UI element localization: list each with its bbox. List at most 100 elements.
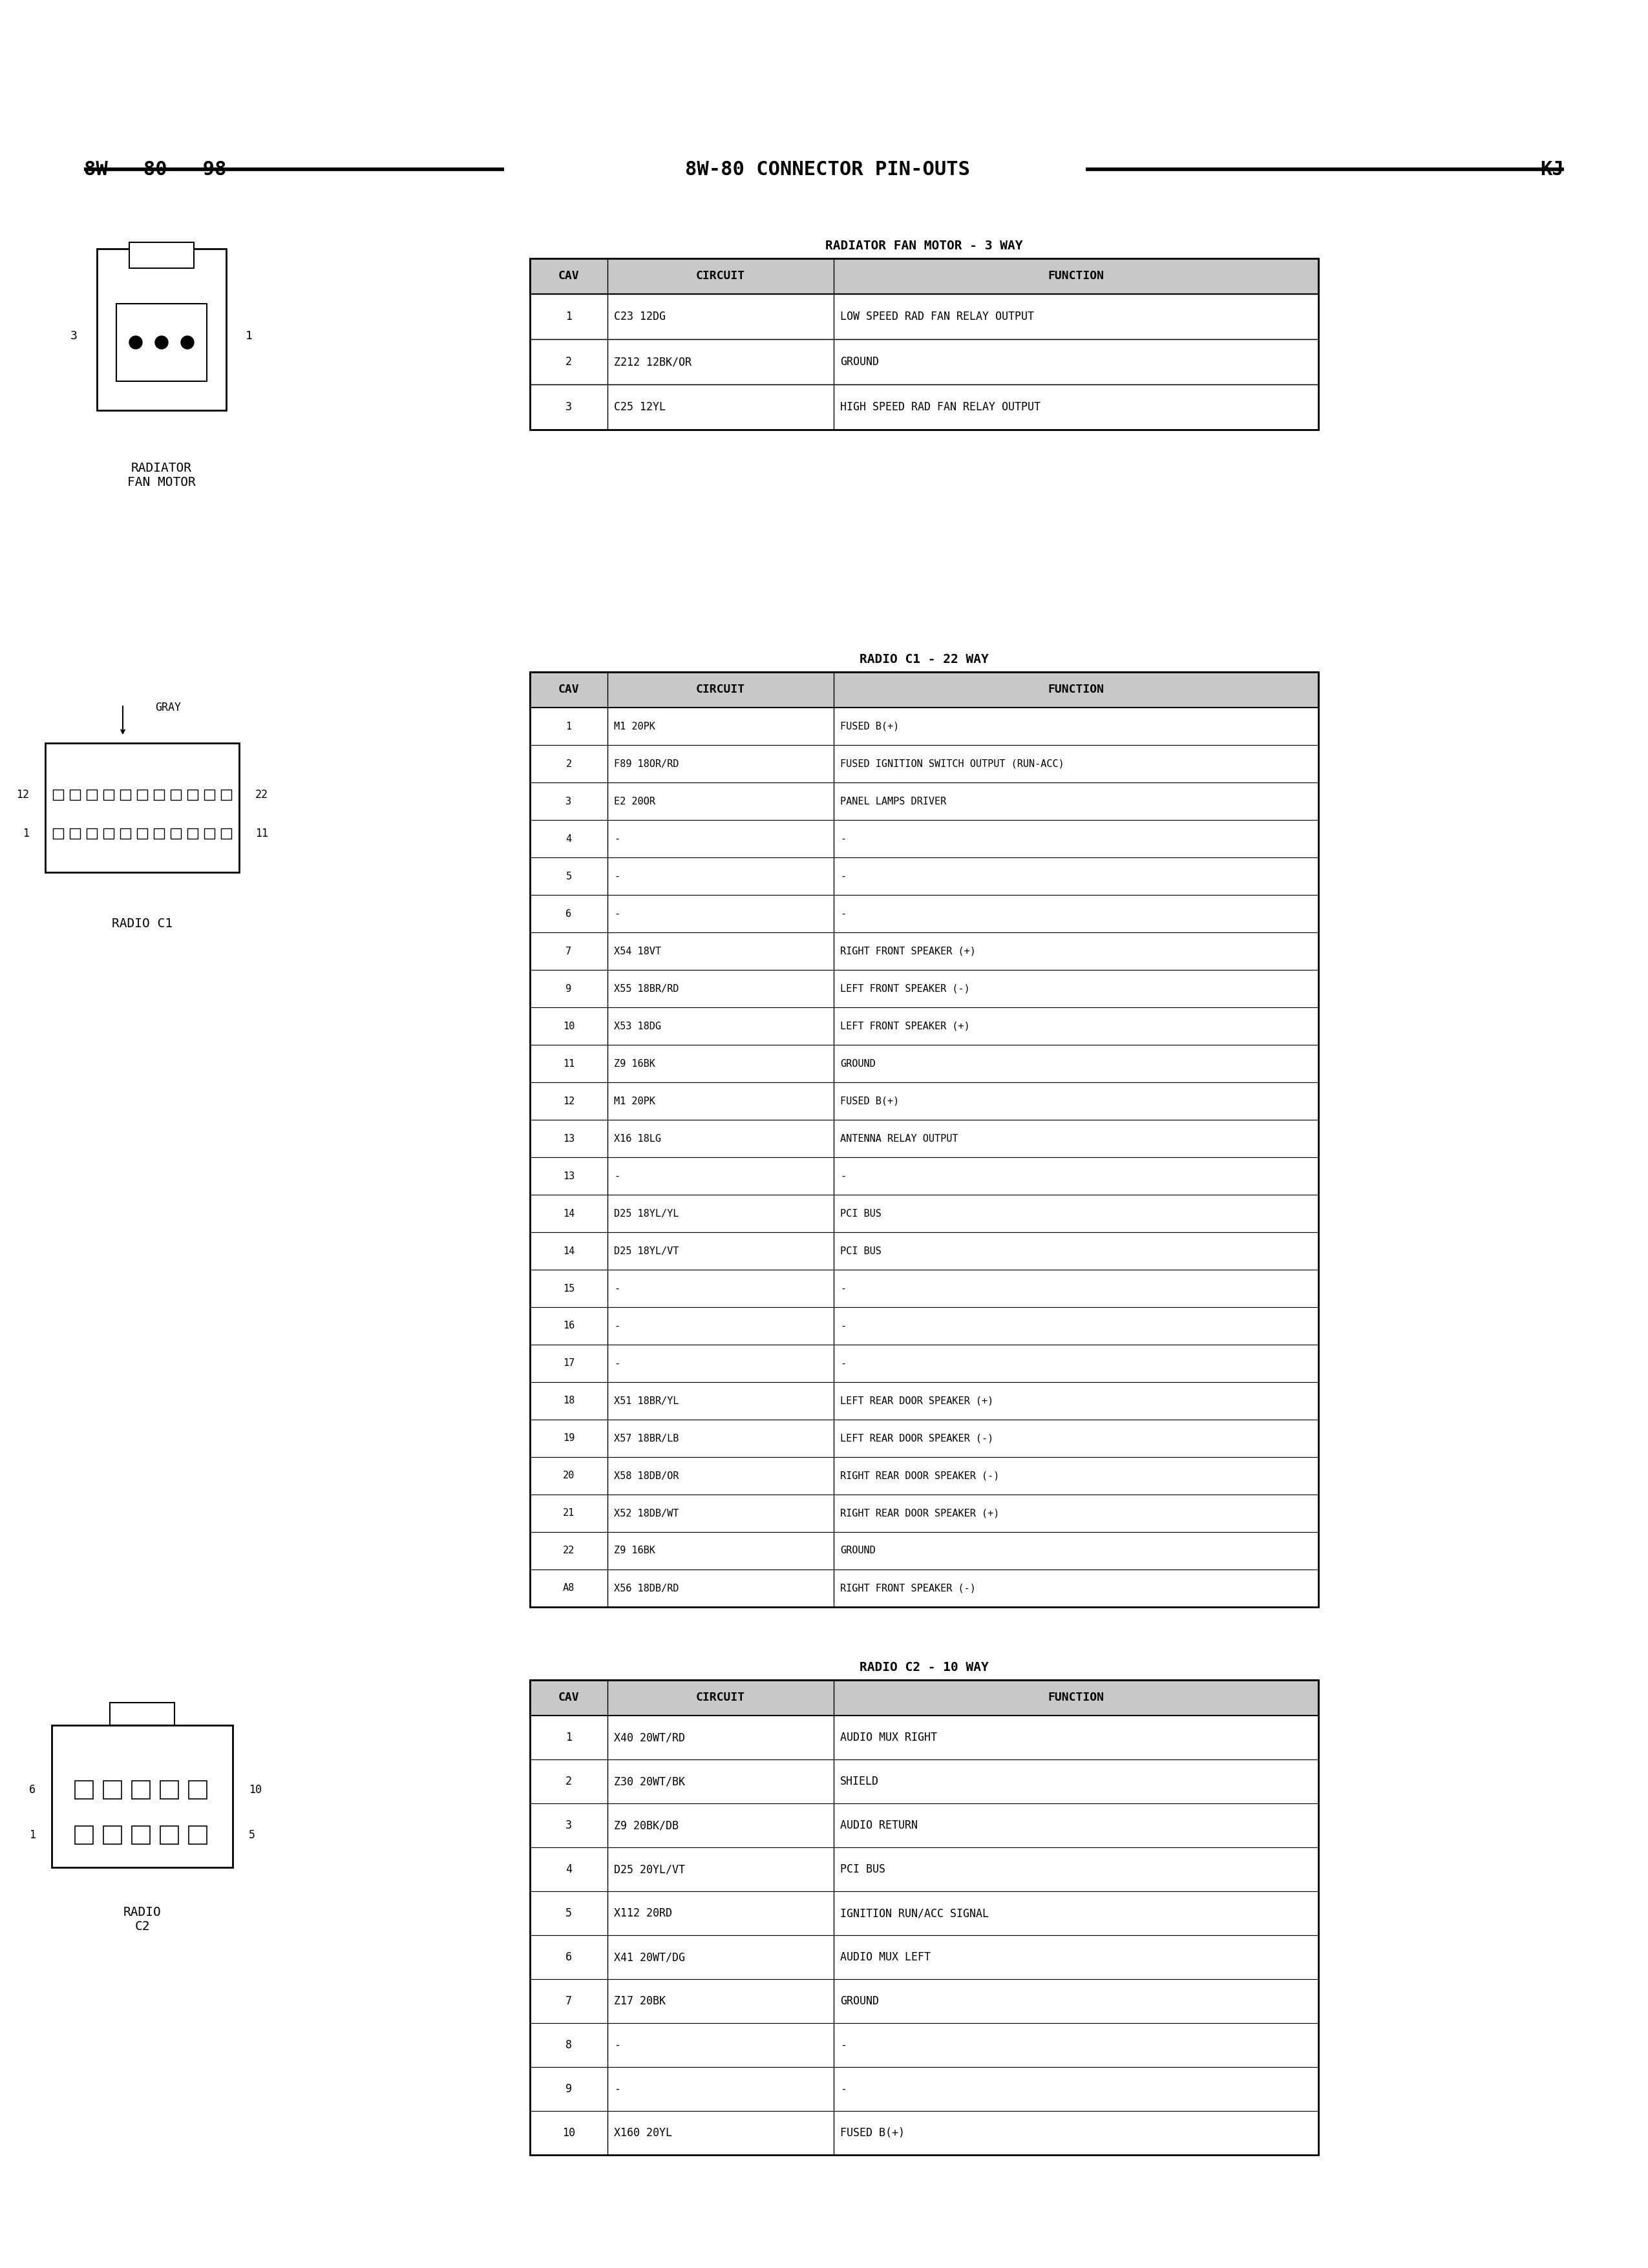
Text: 8: 8 [565, 2039, 572, 2050]
Bar [221, 828, 231, 839]
Text: ANTENNA RELAY OUTPUT: ANTENNA RELAY OUTPUT [840, 1134, 957, 1143]
Text: LEFT FRONT SPEAKER (+): LEFT FRONT SPEAKER (+) [840, 1021, 971, 1032]
Text: X58 18DB/OR: X58 18DB/OR [615, 1472, 679, 1481]
Text: X55 18BR/RD: X55 18BR/RD [615, 984, 679, 993]
Text: D25 20YL/VT: D25 20YL/VT [615, 1864, 686, 1876]
Text: 6: 6 [565, 1950, 572, 1964]
Text: Z17 20BK: Z17 20BK [615, 1996, 666, 2007]
Bar [531, 857, 1318, 896]
Bar [531, 1345, 1318, 1381]
Bar [531, 2066, 1318, 2112]
Text: Z9 16BK: Z9 16BK [615, 1059, 656, 1068]
Bar [531, 1270, 1318, 1306]
Text: M1 20PK: M1 20PK [615, 721, 656, 730]
Text: LEFT REAR DOOR SPEAKER (+): LEFT REAR DOOR SPEAKER (+) [840, 1397, 994, 1406]
Bar [87, 828, 97, 839]
Bar [531, 259, 1318, 429]
Text: PANEL LAMPS DRIVER: PANEL LAMPS DRIVER [840, 796, 946, 805]
Bar [531, 2023, 1318, 2066]
Bar [117, 304, 206, 381]
Text: 6: 6 [565, 909, 572, 919]
Text: 10: 10 [564, 1021, 575, 1032]
Text: CAV: CAV [559, 270, 578, 281]
Bar [51, 1726, 232, 1867]
Text: X53 18DG: X53 18DG [615, 1021, 661, 1032]
Bar [531, 1980, 1318, 2023]
Text: CIRCUIT: CIRCUIT [695, 683, 745, 696]
Text: 10: 10 [562, 2127, 575, 2139]
Text: GROUND: GROUND [840, 1547, 875, 1556]
Bar [188, 789, 198, 801]
Bar [132, 1826, 150, 1844]
Bar [153, 789, 165, 801]
Bar [531, 1381, 1318, 1420]
Bar [531, 1082, 1318, 1120]
Bar [204, 789, 214, 801]
Bar [531, 1569, 1318, 1608]
Bar [531, 1760, 1318, 1803]
Text: KJ: KJ [1541, 161, 1564, 179]
Text: E2 20OR: E2 20OR [615, 796, 656, 805]
Bar [137, 828, 147, 839]
Text: CIRCUIT: CIRCUIT [695, 270, 745, 281]
Bar [74, 1780, 92, 1799]
Text: RIGHT FRONT SPEAKER (-): RIGHT FRONT SPEAKER (-) [840, 1583, 976, 1592]
Text: 18: 18 [564, 1397, 575, 1406]
Text: FUSED B(+): FUSED B(+) [840, 721, 900, 730]
Bar [531, 1420, 1318, 1456]
Text: 8W - 80 - 98: 8W - 80 - 98 [84, 161, 226, 179]
Text: AUDIO RETURN: AUDIO RETURN [840, 1819, 918, 1830]
Text: Z212 12BK/OR: Z212 12BK/OR [615, 356, 692, 367]
Text: 3: 3 [71, 331, 77, 342]
Text: 2: 2 [565, 356, 572, 367]
Text: 1: 1 [23, 828, 30, 839]
Bar [531, 1306, 1318, 1345]
Text: X56 18DB/RD: X56 18DB/RD [615, 1583, 679, 1592]
Bar [531, 1007, 1318, 1046]
Text: Z9 20BK/DB: Z9 20BK/DB [615, 1819, 679, 1830]
Text: X16 18LG: X16 18LG [615, 1134, 661, 1143]
Text: 19: 19 [564, 1433, 575, 1442]
Bar [531, 1120, 1318, 1157]
Bar [531, 782, 1318, 821]
Bar [74, 1826, 92, 1844]
Bar [171, 789, 181, 801]
Text: -: - [840, 871, 845, 880]
Bar [44, 744, 239, 873]
Text: 22: 22 [564, 1547, 575, 1556]
Bar [531, 896, 1318, 932]
Bar [531, 821, 1318, 857]
Text: C25 12YL: C25 12YL [615, 401, 666, 413]
Circle shape [181, 336, 194, 349]
Text: RADIO C2 - 10 WAY: RADIO C2 - 10 WAY [860, 1660, 989, 1674]
Text: D25 18YL/YL: D25 18YL/YL [615, 1209, 679, 1218]
Text: 15: 15 [564, 1284, 575, 1293]
Text: 21: 21 [564, 1508, 575, 1517]
Text: FUSED IGNITION SWITCH OUTPUT (RUN-ACC): FUSED IGNITION SWITCH OUTPUT (RUN-ACC) [840, 760, 1065, 769]
Text: X41 20WT/DG: X41 20WT/DG [615, 1950, 686, 1964]
Text: 1: 1 [246, 331, 252, 342]
Text: 1: 1 [30, 1830, 36, 1842]
Bar [531, 932, 1318, 971]
Bar [531, 2112, 1318, 2155]
Text: FUSED B(+): FUSED B(+) [840, 1095, 900, 1107]
Bar [53, 828, 63, 839]
Bar [531, 1456, 1318, 1495]
Text: C23 12DG: C23 12DG [615, 311, 666, 322]
Text: RIGHT FRONT SPEAKER (+): RIGHT FRONT SPEAKER (+) [840, 946, 976, 957]
Bar [531, 1232, 1318, 1270]
Text: AUDIO MUX RIGHT: AUDIO MUX RIGHT [840, 1733, 938, 1744]
Text: M1 20PK: M1 20PK [615, 1095, 656, 1107]
Bar [531, 744, 1318, 782]
Text: GROUND: GROUND [840, 1059, 875, 1068]
Text: F89 18OR/RD: F89 18OR/RD [615, 760, 679, 769]
Bar [129, 243, 194, 268]
Bar [531, 1803, 1318, 1848]
Bar [531, 1848, 1318, 1892]
Bar [531, 1046, 1318, 1082]
Bar [120, 828, 130, 839]
Text: 7: 7 [565, 1996, 572, 2007]
Bar [531, 1531, 1318, 1569]
Bar [531, 1195, 1318, 1232]
Text: 20: 20 [564, 1472, 575, 1481]
